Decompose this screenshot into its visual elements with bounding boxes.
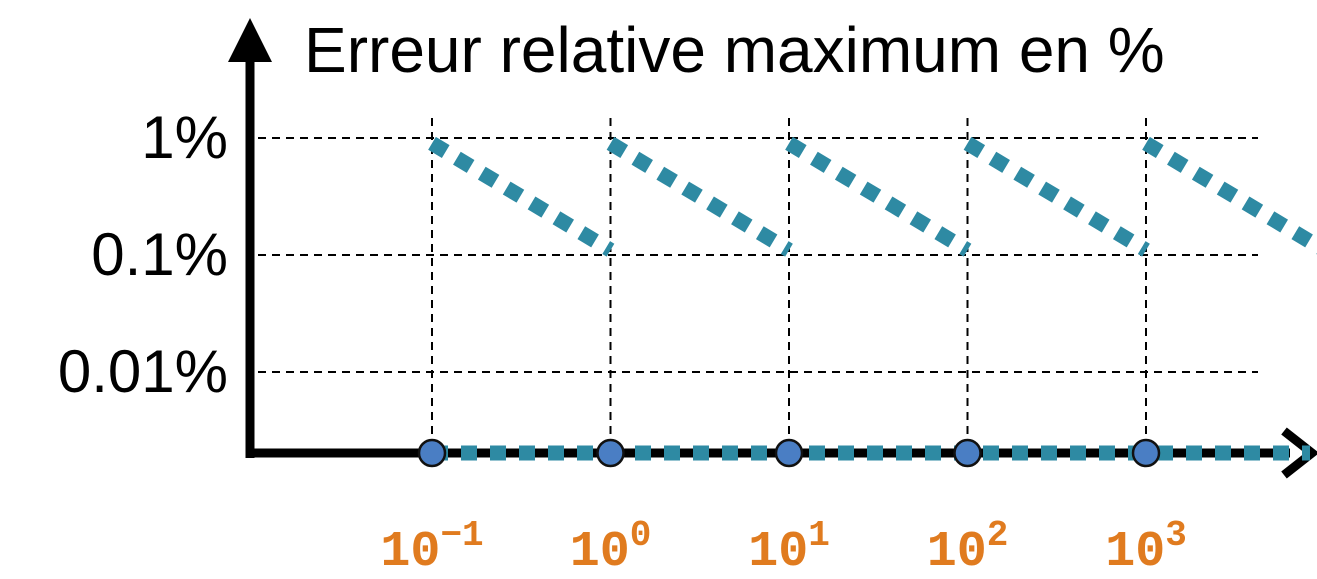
x-tick-label-3: 102 (927, 515, 1009, 579)
series-segment-4 (1142, 136, 1317, 255)
axis-marker-4 (1131, 438, 1161, 468)
axis-marker-0 (417, 438, 447, 468)
axis-marker-2 (774, 438, 804, 468)
x-tick-label-1: 100 (570, 515, 652, 579)
y-axis-label: Erreur relative maximum en % (304, 14, 1165, 86)
y-tick-labels: 1% 0.1% 0.01% (58, 104, 228, 405)
y-tick-label-2: 0.01% (58, 338, 228, 405)
series-segment-1 (606, 136, 793, 257)
y-axis-arrow-icon (228, 18, 272, 62)
y-tick-label-1: 0.1% (91, 221, 228, 288)
axis-marker-1 (596, 438, 625, 468)
axis-marker-3 (953, 438, 982, 468)
series-segment-3 (963, 136, 1150, 257)
grid (258, 118, 1258, 450)
y-tick-label-0: 1% (141, 104, 228, 171)
x-tick-label-4: 103 (1105, 515, 1187, 579)
x-tick-label-2: 101 (748, 515, 830, 579)
series-segment-2 (785, 136, 972, 257)
x-tick-labels: 10−1 100 101 102 103 (380, 515, 1186, 579)
x-axis-arrow-icon (1281, 427, 1317, 479)
x-tick-label-0: 10−1 (380, 515, 483, 579)
axis-markers (417, 438, 1161, 468)
series (428, 136, 1317, 461)
series-segment-0 (428, 136, 615, 257)
